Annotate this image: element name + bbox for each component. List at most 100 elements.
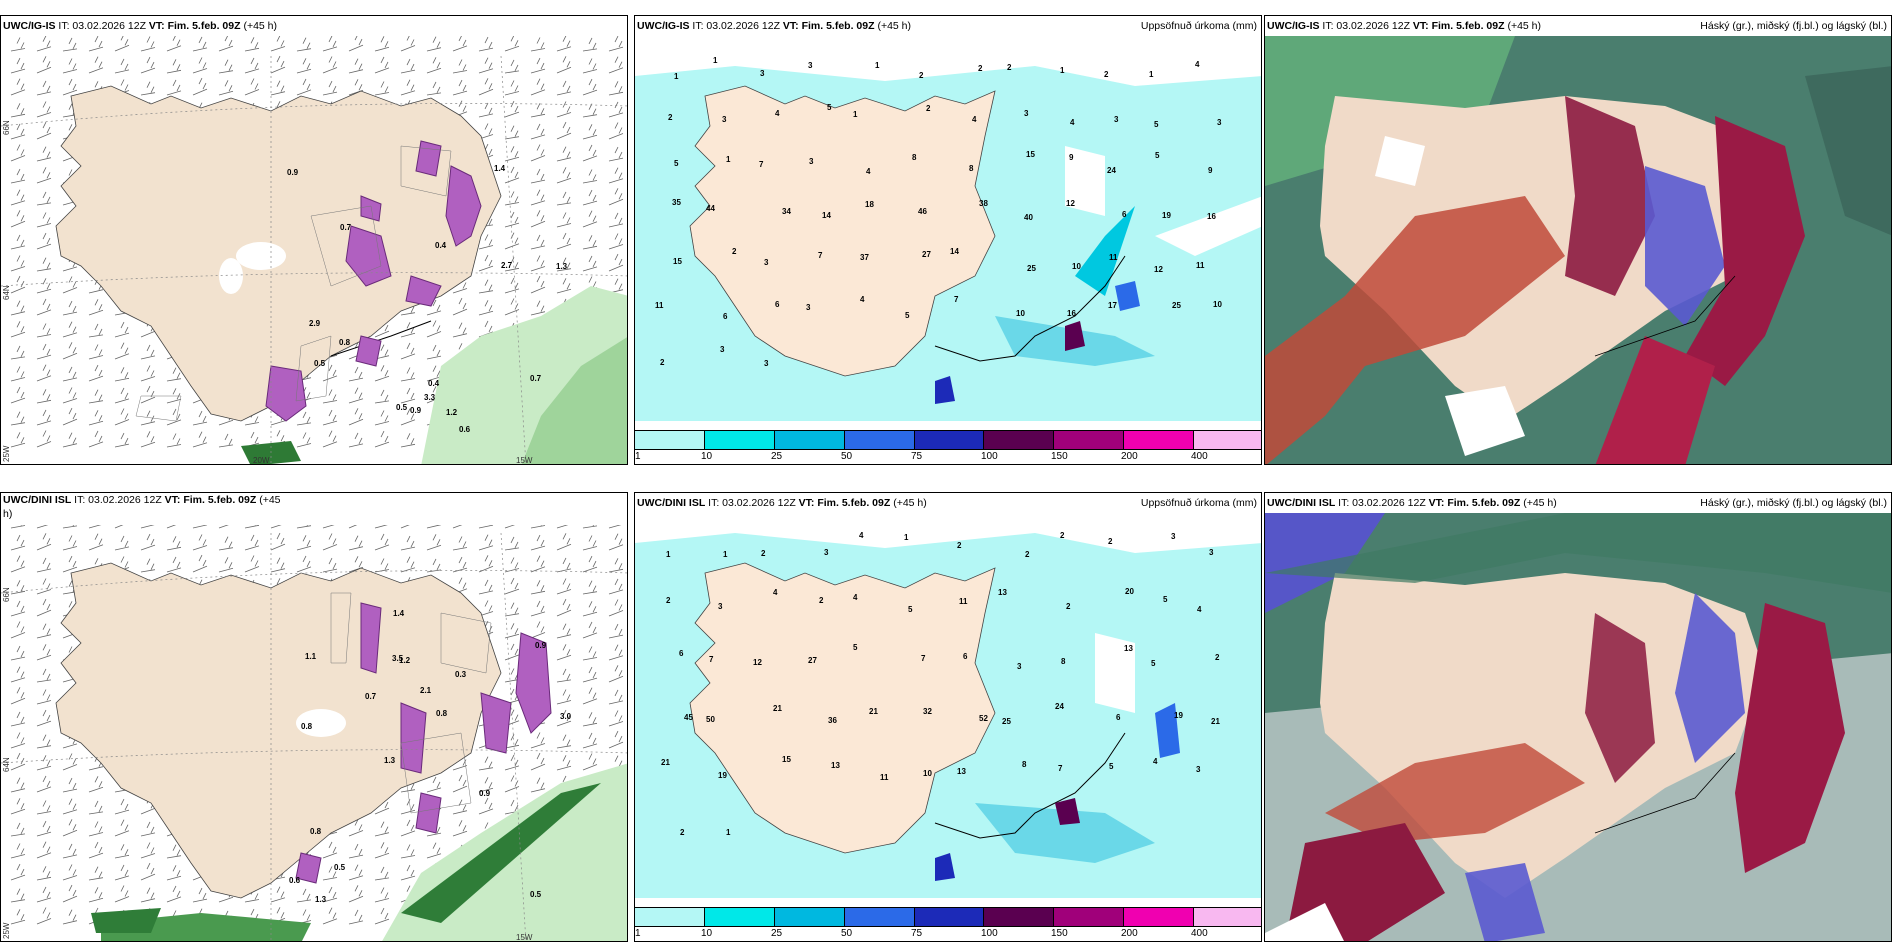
map-value-label: 4: [972, 115, 977, 124]
map-value-label: 38: [979, 199, 988, 208]
hail-value-label: 1.4: [494, 164, 506, 173]
panel-igis-wind: UWC/IG-IS IT: 03.02.2026 12Z VT: Fim. 5.…: [0, 15, 628, 465]
map-value-label: 19: [718, 771, 727, 780]
map-value-label: 8: [1022, 760, 1027, 769]
svg-text:66N: 66N: [2, 120, 11, 135]
map-value-label: 2: [680, 828, 685, 837]
map-value-label: 3: [1171, 532, 1176, 541]
map-value-label: 36: [828, 716, 837, 725]
map-value-label: 2: [1108, 537, 1113, 546]
colorbar-swatch: [704, 908, 775, 926]
panel-header: UWC/DINI ISL IT: 03.02.2026 12Z VT: Fim.…: [1265, 493, 1891, 513]
map-value-label: 24: [1055, 702, 1064, 711]
map-value-label: 10: [923, 769, 932, 778]
map-value-label: 27: [808, 656, 817, 665]
map-value-label: 2: [761, 549, 766, 558]
hail-value-label: 1.4: [393, 609, 405, 618]
map-value-label: 4: [1195, 60, 1200, 69]
map-value-label: 1: [904, 533, 909, 542]
map-value-label: 12: [1066, 199, 1075, 208]
map-value-label: 52: [979, 714, 988, 723]
colorbar-swatch: [914, 431, 985, 449]
map-value-label: 3: [764, 258, 769, 267]
hail-value-label: 1.2: [446, 408, 458, 417]
map-value-label: 3: [1114, 115, 1119, 124]
map-value-label: 12: [1154, 265, 1163, 274]
map-value-label: 3: [1024, 109, 1029, 118]
map-value-label: 4: [1070, 118, 1075, 127]
map-value-label: 2: [1007, 63, 1012, 72]
colorbar-swatch: [1124, 908, 1195, 926]
map-value-label: 7: [954, 295, 959, 304]
colorbar-swatch: [774, 431, 845, 449]
hail-value-label: 0.8: [339, 338, 351, 347]
hatch-areas: [135, 145, 452, 422]
panel-dini-precip: UWC/DINI ISL IT: 03.02.2026 12Z VT: Fim.…: [634, 492, 1262, 942]
map-value-label: 2: [819, 596, 824, 605]
map-value-label: 13: [1124, 644, 1133, 653]
map-value-label: 3: [722, 115, 727, 124]
panel-igis-precip: UWC/IG-IS IT: 03.02.2026 12Z VT: Fim. 5.…: [634, 15, 1262, 465]
map-value-label: 34: [782, 207, 791, 216]
map-value-label: 19: [1174, 711, 1183, 720]
map-value-label: 45: [684, 713, 693, 722]
map-value-label: 21: [869, 707, 878, 716]
map-value-label: 7: [818, 251, 823, 260]
map-value-label: 46: [918, 207, 927, 216]
map-wind-bottom: 0.5 0.8 0.9 1.3 0.3 1.3 3.5 2.1 0.8 0.7 0.6 0.5 1.2 0…: [1, 513, 627, 942]
map-value-label: 10: [1213, 300, 1222, 309]
hail-value-label: 1.3: [384, 756, 396, 765]
colorbar-swatch: [1194, 431, 1261, 449]
map-value-label: 13: [831, 761, 840, 770]
map-value-label: 12: [753, 658, 762, 667]
hail-value-label: 0.8: [310, 827, 322, 836]
map-value-label: 6: [1122, 210, 1127, 219]
map-value-label: 19: [1162, 211, 1171, 220]
map-value-label: 6: [775, 300, 780, 309]
map-value-label: 3: [1209, 548, 1214, 557]
panel-dini-clouds: UWC/DINI ISL IT: 03.02.2026 12Z VT: Fim.…: [1264, 492, 1892, 942]
map-value-label: 4: [859, 531, 864, 540]
hail-value-label: 2.1: [420, 686, 432, 695]
map-value-label: 1: [726, 828, 731, 837]
map-value-label: 4: [860, 295, 865, 304]
svg-text:64N: 64N: [2, 757, 11, 772]
hail-value-label: 0.4: [428, 379, 440, 388]
hail-value-label: 0.4: [435, 241, 447, 250]
map-value-label: 2: [668, 113, 673, 122]
map-value-label: 3: [760, 69, 765, 78]
colorbar-swatch: [1054, 908, 1125, 926]
hail-value-label: 0.6: [459, 425, 471, 434]
map-value-label: 20: [1125, 587, 1134, 596]
map-value-label: 2: [666, 596, 671, 605]
panel-header: UWC/IG-IS IT: 03.02.2026 12Z VT: Fim. 5.…: [1, 16, 627, 36]
panel-dini-wind: UWC/DINI ISL IT: 03.02.2026 12Z VT: Fim.…: [0, 492, 628, 942]
precip-colorbar: 1 10 25 50 75 100 150 200 400: [635, 907, 1261, 941]
map-value-label: 4: [1197, 605, 1202, 614]
map-value-label: 1: [666, 550, 671, 559]
svg-text:15W: 15W: [516, 933, 533, 942]
map-value-label: 3: [764, 359, 769, 368]
hail-value-label: 0.3: [455, 670, 467, 679]
map-value-label: 3: [824, 548, 829, 557]
map-value-label: 25: [1172, 301, 1181, 310]
map-value-label: 44: [706, 204, 715, 213]
hail-value-label: 2.9: [309, 319, 321, 328]
hail-value-label: 0.9: [479, 789, 491, 798]
map-value-label: 21: [773, 704, 782, 713]
map-value-label: 9: [1069, 153, 1074, 162]
map-value-label: 40: [1024, 213, 1033, 222]
map-value-label: 10: [1072, 262, 1081, 271]
map-value-label: 4: [775, 109, 780, 118]
map-value-label: 11: [880, 773, 889, 782]
map-value-label: 2: [1066, 602, 1071, 611]
map-value-label: 4: [773, 588, 778, 597]
map-value-label: 13: [998, 588, 1007, 597]
map-value-label: 11: [1109, 253, 1118, 262]
hail-value-label: 0.5: [334, 863, 346, 872]
svg-text:25W: 25W: [2, 445, 11, 462]
svg-text:15W: 15W: [516, 456, 533, 465]
map-value-label: 2: [978, 64, 983, 73]
map-value-label: 5: [1151, 659, 1156, 668]
